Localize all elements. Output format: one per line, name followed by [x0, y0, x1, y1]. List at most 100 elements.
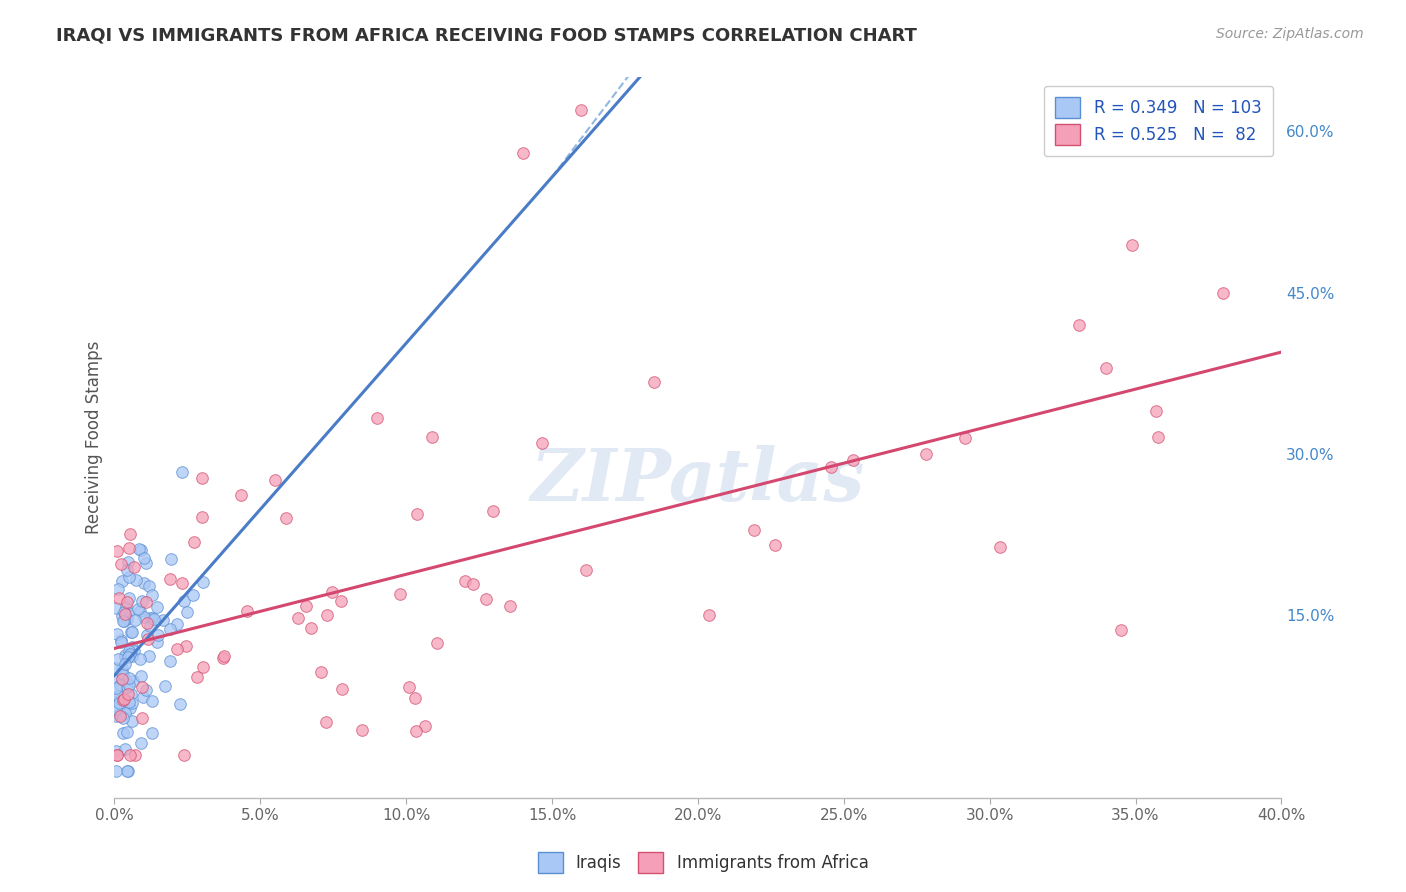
Point — [820, 460, 842, 475]
Point — [138, 648, 160, 663]
Point — [231, 488, 253, 502]
Point — [1147, 430, 1170, 444]
Point — [309, 665, 332, 679]
Point — [104, 661, 127, 675]
Point — [121, 649, 143, 664]
Point — [105, 627, 128, 641]
Point — [108, 591, 131, 605]
Point — [276, 511, 298, 525]
Point — [118, 647, 141, 661]
Point — [121, 714, 143, 728]
Point — [413, 719, 436, 733]
Point — [321, 585, 343, 599]
Point — [295, 599, 318, 614]
Point — [131, 594, 153, 608]
Point — [122, 644, 145, 658]
Point — [112, 606, 135, 620]
Point — [121, 640, 143, 654]
Point — [475, 592, 498, 607]
Point — [115, 764, 138, 779]
Point — [131, 680, 153, 694]
Point — [183, 534, 205, 549]
Point — [173, 747, 195, 762]
Point — [132, 550, 155, 565]
Point — [129, 669, 152, 683]
Point — [531, 435, 554, 450]
Point — [482, 504, 505, 518]
Point — [315, 714, 337, 729]
Point — [111, 672, 134, 686]
Point — [127, 601, 149, 615]
Y-axis label: Receiving Food Stamps: Receiving Food Stamps — [86, 341, 103, 534]
Point — [454, 574, 477, 588]
Point — [105, 600, 128, 615]
Point — [842, 452, 865, 467]
Point — [135, 682, 157, 697]
Point — [118, 648, 141, 662]
Point — [129, 736, 152, 750]
Point — [236, 604, 259, 618]
Point — [330, 682, 353, 697]
Point — [366, 410, 388, 425]
Point — [104, 681, 127, 696]
Point — [569, 103, 592, 117]
Point — [159, 572, 181, 586]
Point — [138, 619, 160, 633]
Point — [212, 649, 235, 664]
Point — [132, 609, 155, 624]
Point — [1111, 623, 1133, 637]
Point — [120, 687, 142, 701]
Point — [124, 613, 146, 627]
Point — [420, 430, 443, 444]
Point — [114, 649, 136, 664]
Point — [990, 540, 1012, 554]
Point — [191, 510, 214, 524]
Point — [117, 555, 139, 569]
Point — [132, 690, 155, 705]
Point — [117, 681, 139, 695]
Point — [114, 706, 136, 721]
Point — [112, 693, 135, 707]
Point — [955, 431, 977, 445]
Point — [499, 599, 522, 613]
Point — [118, 695, 141, 709]
Point — [117, 606, 139, 620]
Point — [131, 710, 153, 724]
Point — [108, 678, 131, 692]
Point — [112, 666, 135, 681]
Point — [461, 577, 484, 591]
Point — [107, 689, 129, 703]
Point — [111, 661, 134, 675]
Point — [112, 726, 135, 740]
Point — [128, 652, 150, 666]
Point — [405, 507, 427, 521]
Text: Source: ZipAtlas.com: Source: ZipAtlas.com — [1216, 27, 1364, 41]
Point — [191, 660, 214, 674]
Point — [141, 694, 163, 708]
Point — [104, 702, 127, 716]
Point — [742, 523, 765, 537]
Point — [512, 145, 534, 160]
Point — [129, 543, 152, 558]
Point — [111, 609, 134, 624]
Point — [141, 610, 163, 624]
Point — [170, 575, 193, 590]
Point — [114, 607, 136, 621]
Point — [146, 634, 169, 648]
Point — [115, 725, 138, 739]
Point — [172, 465, 194, 479]
Point — [105, 747, 128, 762]
Point — [112, 711, 135, 725]
Point — [139, 610, 162, 624]
Point — [114, 600, 136, 615]
Point — [136, 632, 159, 647]
Point — [114, 742, 136, 756]
Point — [117, 687, 139, 701]
Point — [1212, 285, 1234, 300]
Point — [699, 607, 721, 622]
Point — [138, 579, 160, 593]
Point — [112, 615, 135, 629]
Point — [108, 708, 131, 723]
Point — [1121, 237, 1143, 252]
Point — [107, 690, 129, 704]
